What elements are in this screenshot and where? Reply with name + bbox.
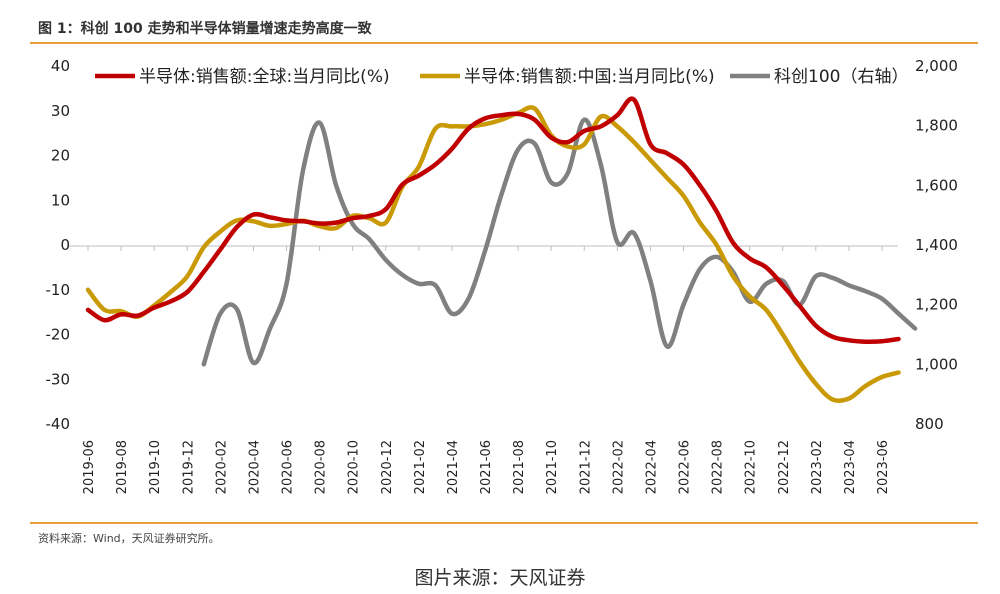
- series-line-global: [85, 96, 901, 344]
- x-axis-tick-label: 2023-02: [810, 440, 825, 494]
- x-axis-tick-label: 2020-06: [281, 440, 296, 494]
- legend-item-global-label: 半导体:销售额:全球:当月同比(%): [139, 67, 390, 87]
- left-axis-tick-label: -20: [46, 326, 71, 344]
- x-axis-tick-label: 2020-08: [314, 440, 329, 494]
- left-axis-tick-label: 0: [60, 236, 70, 254]
- x-axis-tick-label: 2022-06: [678, 440, 693, 494]
- image-caption: 图片来源：天风证券: [414, 567, 586, 589]
- right-axis-tick-label: 1,200: [915, 296, 958, 314]
- legend-item-kc100-label: 科创100（右轴）: [774, 67, 908, 87]
- x-axis-tick-label: 2023-04: [843, 440, 858, 494]
- x-axis-tick-label: 2022-08: [711, 440, 726, 494]
- right-axis-tick-label: 2,000: [915, 57, 958, 75]
- right-axis-tick-label: 1,600: [915, 176, 958, 194]
- right-axis-tick-label: 1,800: [915, 117, 958, 135]
- x-axis-tick-label: 2021-10: [545, 440, 560, 494]
- series-line-kc100: [201, 117, 918, 367]
- x-axis-tick-label: 2020-02: [214, 440, 229, 494]
- x-axis-tick-label: 2022-02: [611, 440, 626, 494]
- x-axis-tick-label: 2023-06: [876, 440, 891, 494]
- x-axis-tick-label: 2020-10: [347, 440, 362, 494]
- x-axis-tick-label: 2022-12: [777, 440, 792, 494]
- series-line-china: [85, 105, 901, 403]
- x-axis-tick-label: 2019-10: [148, 440, 163, 494]
- x-axis-tick-label: 2019-12: [181, 440, 196, 494]
- source-note: 资料来源：Wind，天风证券研究所。: [38, 532, 220, 545]
- x-axis-tick-label: 2022-04: [644, 440, 659, 494]
- x-axis-tick-label: 2021-12: [578, 440, 593, 494]
- x-axis-tick-label: 2021-02: [413, 440, 428, 494]
- legend-item-china-label: 半导体:销售额:中国:当月同比(%): [464, 67, 715, 87]
- left-axis-tick-label: 10: [51, 191, 70, 209]
- right-axis-tick-label: 1,000: [915, 355, 958, 373]
- x-axis-tick-label: 2019-06: [82, 440, 97, 494]
- top-rule: [30, 42, 978, 44]
- left-axis-tick-label: 30: [51, 102, 70, 120]
- left-axis-tick-label: -40: [46, 415, 71, 433]
- left-axis-tick-label: 20: [51, 147, 70, 165]
- x-axis-tick-label: 2020-04: [247, 440, 262, 494]
- right-axis-tick-label: 800: [915, 415, 944, 433]
- left-axis-tick-label: -10: [46, 281, 71, 299]
- left-axis-tick-label: 40: [51, 57, 70, 75]
- x-axis-tick-label: 2021-06: [479, 440, 494, 494]
- left-axis-tick-label: -30: [46, 370, 71, 388]
- figure-title: 图 1：科创 100 走势和半导体销量增速走势高度一致: [38, 21, 372, 37]
- chart: 40 30 20 10 0 -10 -20 -30 -40 2,000 1,800 1,600 1,40…: [46, 57, 958, 494]
- right-axis-tick-label: 1,400: [915, 236, 958, 254]
- bottom-rule: [30, 522, 978, 524]
- x-axis-tick-label: 2019-08: [115, 440, 130, 494]
- x-axis-tick-label: 2020-12: [380, 440, 395, 494]
- x-axis-tick-label: 2021-04: [446, 440, 461, 494]
- x-axis-tick-label: 2021-08: [512, 440, 527, 494]
- x-axis-tick-label: 2022-10: [744, 440, 759, 494]
